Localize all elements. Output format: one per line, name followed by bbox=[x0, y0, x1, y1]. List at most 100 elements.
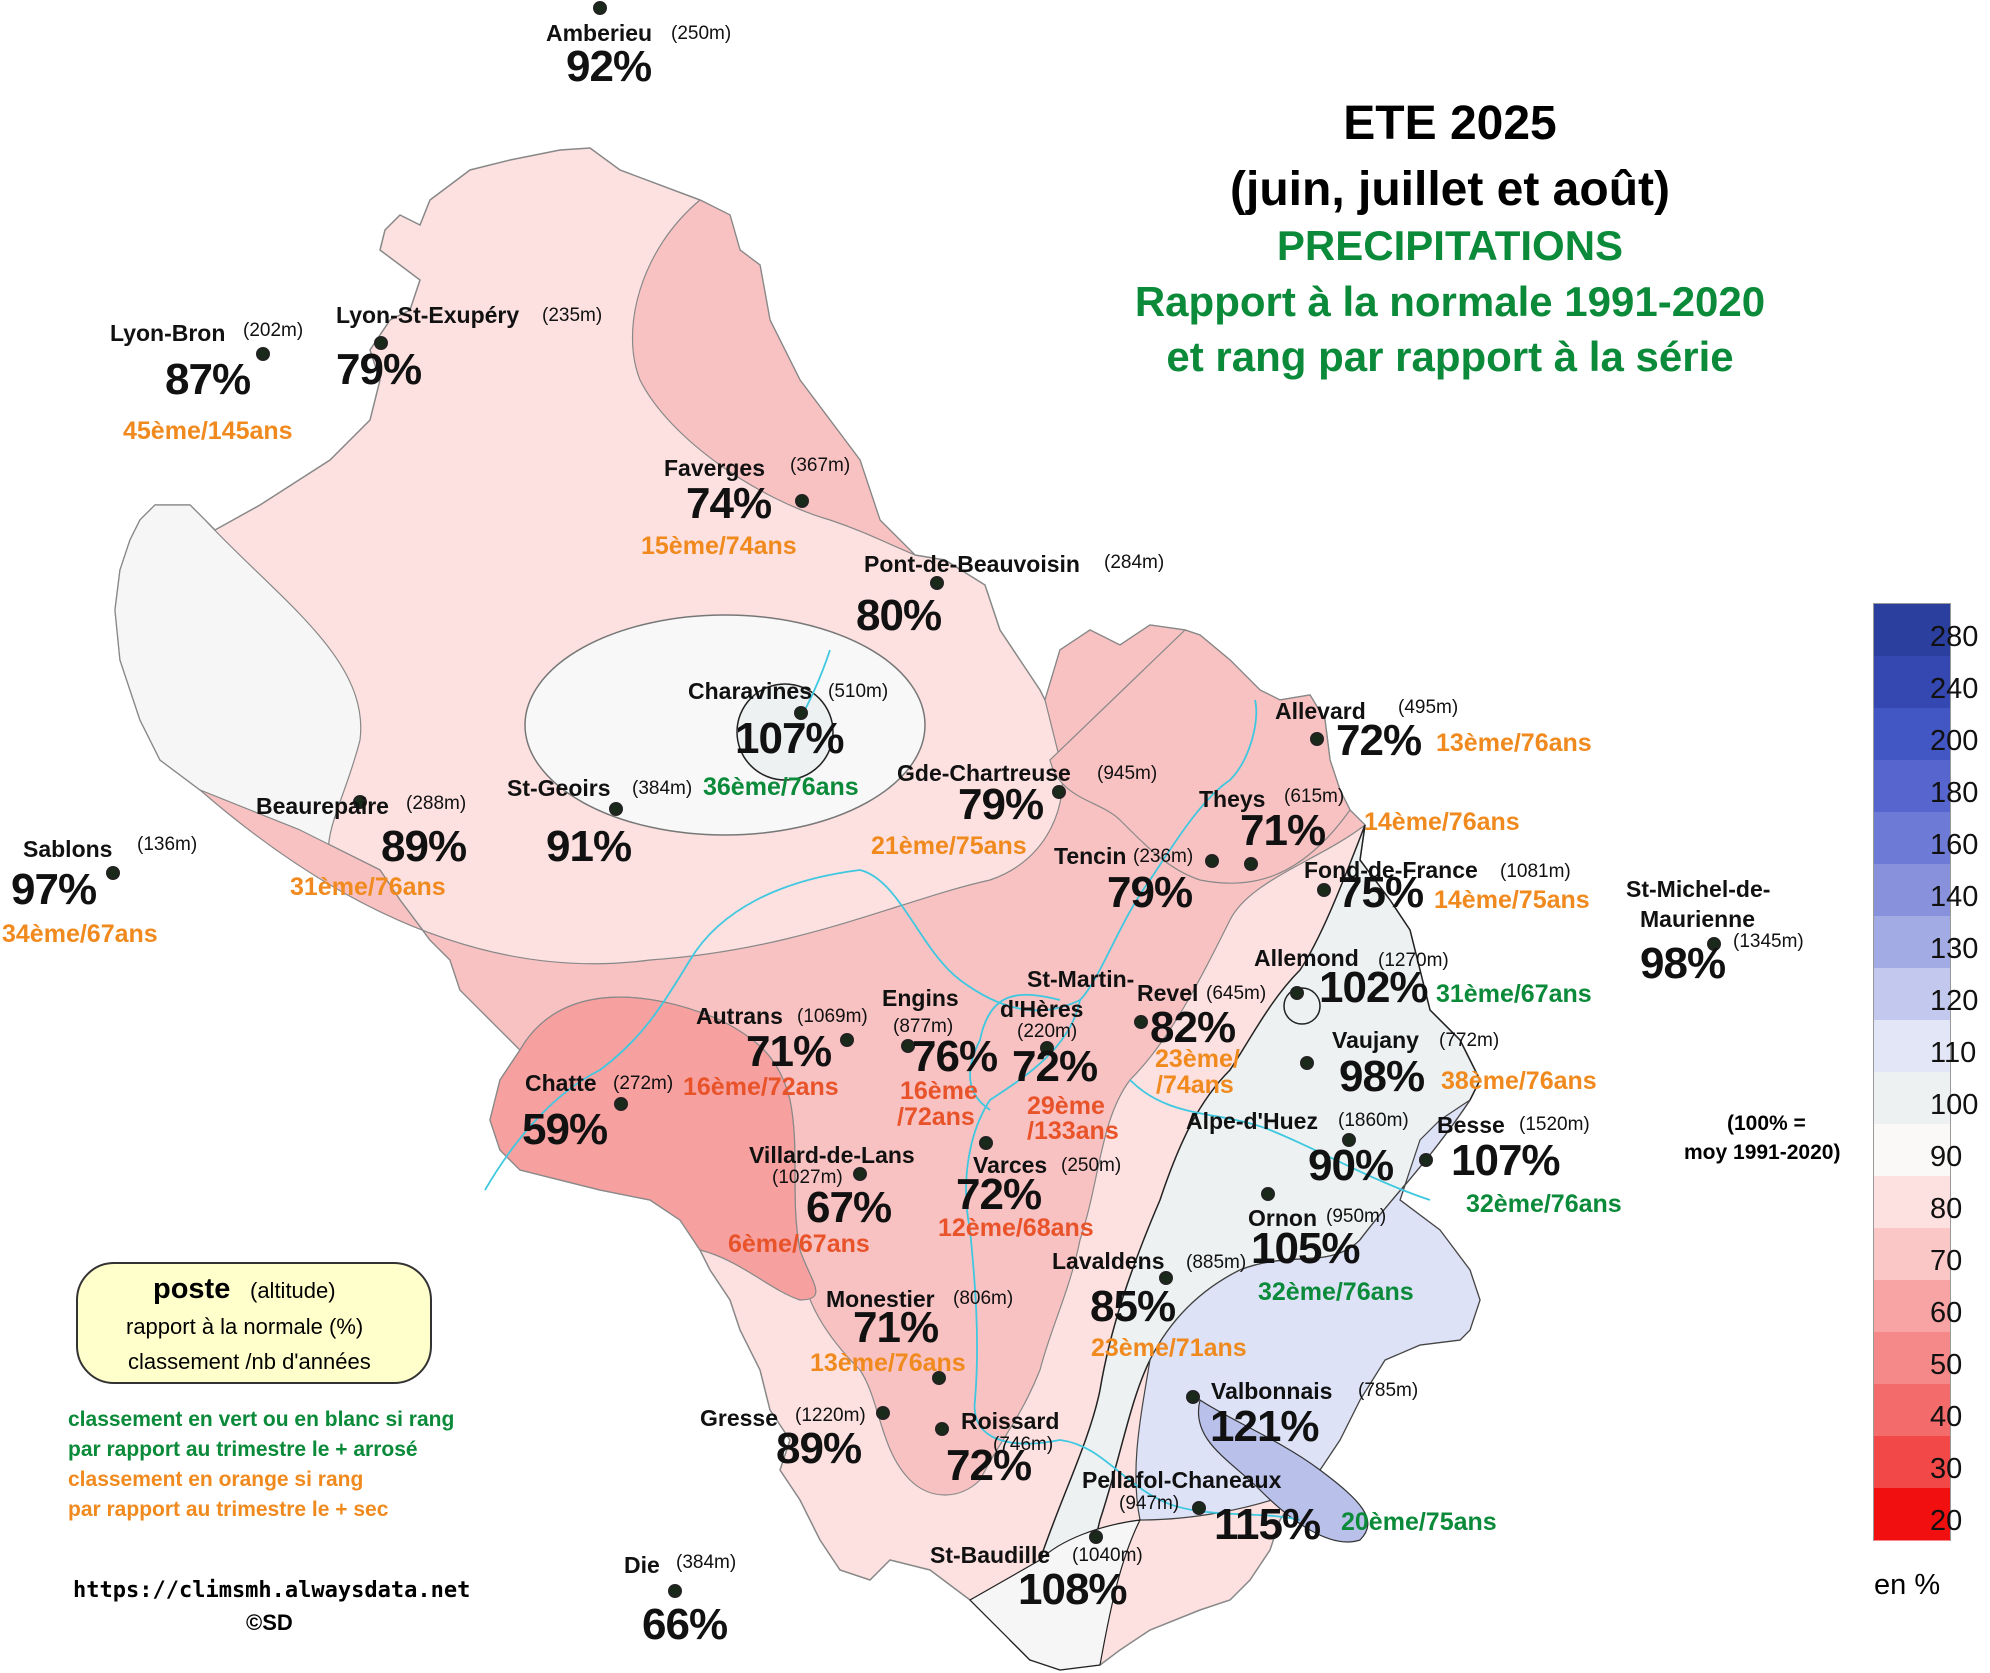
station-altitude: (1040m) bbox=[1072, 1545, 1143, 1566]
zone-chatte-60-70 bbox=[489, 996, 817, 1301]
color-scale-label: 200 bbox=[1930, 725, 1979, 757]
station-name: Sablons bbox=[23, 836, 113, 862]
note-green-2: par rapport au trimestre le + arrosé bbox=[68, 1438, 418, 1461]
station-altitude: (877m) bbox=[893, 1016, 954, 1037]
station-rank: /72ans bbox=[897, 1103, 975, 1131]
station-name: Beaurepaire bbox=[256, 793, 389, 819]
station-altitude: (806m) bbox=[953, 1288, 1014, 1309]
color-scale-segment bbox=[1874, 1072, 1950, 1125]
station-rank: 14ème/75ans bbox=[1434, 886, 1590, 914]
station-dot-autrans bbox=[840, 1033, 854, 1047]
station-dot-tencin bbox=[1205, 854, 1219, 868]
station-altitude: (272m) bbox=[613, 1073, 674, 1094]
station-rank: 38ème/76ans bbox=[1441, 1067, 1597, 1095]
station-altitude: (945m) bbox=[1097, 763, 1158, 784]
station-percent: 71% bbox=[1240, 806, 1326, 855]
station-rank: 23ème/71ans bbox=[1091, 1334, 1247, 1362]
station-percent: 107% bbox=[735, 714, 845, 763]
color-scale-label: 110 bbox=[1930, 1037, 1977, 1069]
station-name: Lyon-Bron bbox=[110, 320, 226, 346]
color-scale-label: 30 bbox=[1930, 1453, 1963, 1485]
station-name: Roissard bbox=[961, 1408, 1060, 1434]
station-dot-st-martin bbox=[1040, 1041, 1054, 1055]
station-dot-besse bbox=[1419, 1153, 1433, 1167]
station-name: Gde-Chartreuse bbox=[897, 760, 1071, 786]
station-percent: 72% bbox=[956, 1170, 1042, 1219]
zone-south-90-100 bbox=[969, 1519, 1142, 1671]
station-rank: 34ème/67ans bbox=[2, 920, 158, 948]
station-dot-lavaldens bbox=[1159, 1271, 1173, 1285]
station-percent: 107% bbox=[1451, 1136, 1561, 1185]
station-altitude: (1520m) bbox=[1519, 1114, 1590, 1135]
station-rank: 21ème/75ans bbox=[871, 832, 1027, 860]
station-dot-die bbox=[668, 1584, 682, 1598]
station-dot-vaujany bbox=[1300, 1056, 1314, 1070]
station-percent: 76% bbox=[912, 1032, 998, 1081]
title-line3: PRECIPITATIONS bbox=[1276, 222, 1624, 269]
station-dot-fond-de-france bbox=[1317, 883, 1331, 897]
station-name: Autrans bbox=[696, 1003, 783, 1029]
color-scale-label: 40 bbox=[1930, 1401, 1963, 1433]
station-percent: 79% bbox=[336, 345, 422, 394]
station-altitude: (495m) bbox=[1398, 697, 1459, 718]
station-name: Besse bbox=[1437, 1112, 1505, 1138]
station-dot-ornon bbox=[1261, 1187, 1275, 1201]
source-url[interactable]: https://climsmh.alwaysdata.net bbox=[73, 1578, 471, 1603]
station-altitude: (746m) bbox=[993, 1434, 1054, 1455]
station-name: Maurienne bbox=[1640, 906, 1756, 932]
station-altitude: (367m) bbox=[790, 455, 851, 476]
station-dot-pont-de-beauvoisin bbox=[930, 576, 944, 590]
copyright: ©SD bbox=[246, 1610, 293, 1635]
station-dot-monestier bbox=[932, 1371, 946, 1385]
station-rank: 16ème bbox=[900, 1077, 978, 1105]
zone-faverges-70-80 bbox=[631, 199, 916, 556]
station-name: Villard-de-Lans bbox=[749, 1142, 915, 1168]
legend-line3: classement /nb d'années bbox=[128, 1349, 371, 1374]
station-percent: 79% bbox=[1107, 868, 1193, 917]
station-altitude: (510m) bbox=[828, 681, 889, 702]
zone-central-70-80 bbox=[199, 624, 1366, 1496]
station-dot-beaurepaire bbox=[353, 795, 367, 809]
station-percent: 59% bbox=[522, 1105, 608, 1154]
station-altitude: (250m) bbox=[671, 23, 732, 44]
color-scale-label: 160 bbox=[1930, 829, 1979, 861]
station-rank: 32ème/76ans bbox=[1258, 1278, 1414, 1306]
station-name: Ornon bbox=[1248, 1205, 1317, 1231]
station-name: Theys bbox=[1199, 786, 1266, 812]
station-rank: 32ème/76ans bbox=[1466, 1190, 1622, 1218]
station-rank: 14ème/76ans bbox=[1364, 808, 1520, 836]
title-line1: ETE 2025 bbox=[1343, 97, 1557, 150]
station-name: Varces bbox=[973, 1152, 1048, 1178]
river bbox=[969, 993, 1061, 1111]
station-name: St-Geoirs bbox=[507, 775, 611, 801]
station-dot-st-geoirs bbox=[609, 802, 623, 816]
station-altitude: (236m) bbox=[1133, 846, 1194, 867]
station-altitude: (1027m) bbox=[772, 1167, 843, 1188]
station-percent: 66% bbox=[642, 1600, 728, 1649]
station-name: St-Michel-de- bbox=[1626, 876, 1771, 902]
station-percent: 89% bbox=[776, 1424, 862, 1473]
color-scale-segment bbox=[1874, 1124, 1950, 1177]
station-name: Pellafol-Chaneaux bbox=[1082, 1467, 1282, 1493]
station-percent: 71% bbox=[853, 1303, 939, 1352]
station-dot-valbonnais bbox=[1186, 1390, 1200, 1404]
color-scale-label: 60 bbox=[1930, 1297, 1963, 1329]
zone-charavines-90-100 bbox=[524, 614, 926, 836]
title-line2: (juin, juillet et août) bbox=[1230, 163, 1670, 216]
station-name: Lavaldens bbox=[1052, 1248, 1165, 1274]
scale-unit: en % bbox=[1874, 1569, 1941, 1601]
note-orange-1: classement en orange si rang bbox=[68, 1468, 364, 1491]
color-scale-segment bbox=[1874, 1228, 1950, 1281]
station-altitude: (785m) bbox=[1358, 1380, 1419, 1401]
station-dot-amberieu bbox=[593, 1, 607, 15]
station-altitude: (950m) bbox=[1326, 1206, 1387, 1227]
station-altitude: (235m) bbox=[542, 305, 603, 326]
station-name: Tencin bbox=[1054, 843, 1127, 869]
station-name: Pont-de-Beauvoisin bbox=[864, 551, 1080, 577]
legend-poste: poste bbox=[153, 1273, 231, 1305]
station-percent: 82% bbox=[1150, 1003, 1236, 1052]
station-altitude: (615m) bbox=[1284, 786, 1345, 807]
note-orange-2: par rapport au trimestre le + sec bbox=[68, 1498, 389, 1521]
station-altitude: (1345m) bbox=[1733, 931, 1804, 952]
station-percent: 85% bbox=[1090, 1282, 1176, 1331]
